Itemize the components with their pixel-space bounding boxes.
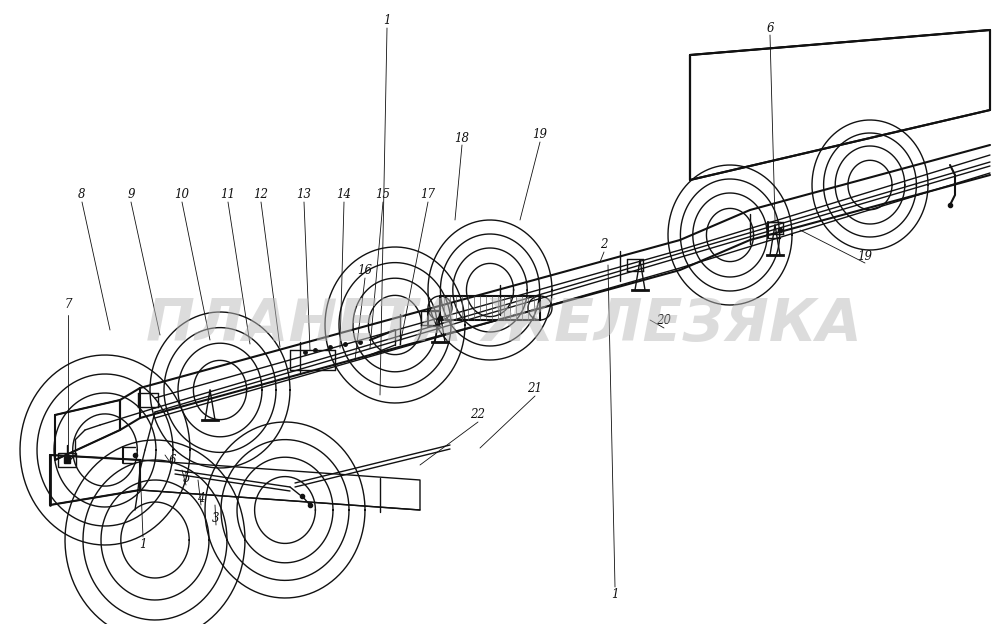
Bar bbox=[58, 453, 76, 467]
Text: 22: 22 bbox=[470, 409, 485, 421]
Text: 10: 10 bbox=[174, 187, 189, 200]
Text: 17: 17 bbox=[421, 187, 435, 200]
Text: 19: 19 bbox=[533, 127, 548, 140]
Text: 7: 7 bbox=[64, 298, 71, 311]
Text: 2: 2 bbox=[600, 238, 608, 251]
Text: ПЛАНЕТА ЖЕЛЕЗЯКА: ПЛАНЕТА ЖЕЛЕЗЯКА bbox=[146, 296, 861, 353]
Text: 8: 8 bbox=[79, 187, 86, 200]
Text: 16: 16 bbox=[357, 263, 373, 276]
Text: 9: 9 bbox=[127, 187, 135, 200]
Bar bbox=[440, 296, 540, 320]
Text: 14: 14 bbox=[336, 187, 351, 200]
Text: 20: 20 bbox=[657, 313, 672, 326]
Text: 18: 18 bbox=[454, 132, 469, 145]
Text: 1: 1 bbox=[611, 588, 618, 602]
Text: 5: 5 bbox=[182, 472, 189, 484]
Text: 11: 11 bbox=[221, 187, 236, 200]
Text: 19: 19 bbox=[858, 250, 872, 263]
Text: 13: 13 bbox=[296, 187, 311, 200]
Text: 12: 12 bbox=[254, 187, 269, 200]
Text: 3: 3 bbox=[212, 512, 220, 525]
Text: 1: 1 bbox=[384, 14, 391, 26]
Text: 6: 6 bbox=[766, 21, 773, 34]
Text: 4: 4 bbox=[197, 492, 204, 504]
Text: 1: 1 bbox=[139, 539, 147, 552]
Text: 21: 21 bbox=[528, 381, 543, 394]
Text: 15: 15 bbox=[376, 187, 391, 200]
Text: 6: 6 bbox=[168, 454, 176, 467]
